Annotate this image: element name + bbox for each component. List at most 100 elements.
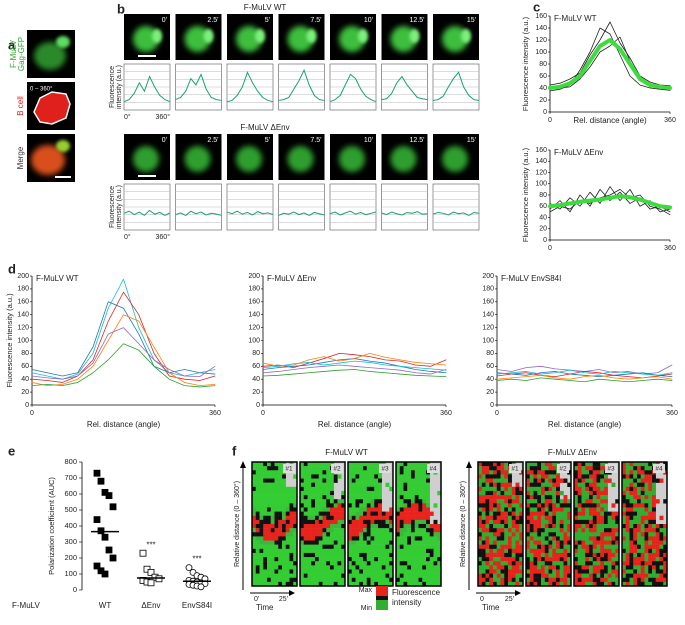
kymograph-cell bbox=[659, 573, 664, 578]
kymograph-cell bbox=[592, 490, 597, 496]
kymograph-cell bbox=[378, 482, 382, 487]
kymograph-frame bbox=[347, 461, 394, 587]
kymograph-cell bbox=[655, 478, 660, 483]
kymograph-cell bbox=[366, 499, 371, 504]
line-series bbox=[549, 36, 671, 90]
chart-title: F-MuLV ΔEnv bbox=[267, 274, 316, 283]
kymograph-cell bbox=[315, 515, 319, 521]
colorbar-max bbox=[376, 586, 388, 598]
kymograph-cell bbox=[607, 552, 612, 558]
kymograph-cell bbox=[366, 495, 371, 500]
kymograph-cell bbox=[600, 569, 605, 574]
label: Fluorescence bbox=[392, 588, 441, 597]
kymograph-cell bbox=[563, 515, 568, 521]
kymograph-cell bbox=[348, 511, 352, 516]
kymograph-cell bbox=[637, 515, 641, 521]
kymograph-cell bbox=[567, 569, 572, 574]
kymograph-cell bbox=[515, 503, 520, 508]
kymograph-cell bbox=[289, 573, 294, 578]
kymograph-cell bbox=[418, 470, 423, 475]
kymograph-cell bbox=[552, 528, 557, 533]
kymograph-cell bbox=[274, 503, 279, 508]
kymograph-cell bbox=[622, 490, 626, 496]
kymograph-cell bbox=[403, 482, 408, 487]
kymograph-cell bbox=[577, 532, 582, 537]
kymograph-cell bbox=[511, 569, 516, 574]
kymograph-cell bbox=[640, 577, 645, 583]
kymograph-cell bbox=[640, 524, 645, 529]
kymograph-cell bbox=[556, 515, 560, 521]
kymograph-cell bbox=[414, 486, 419, 492]
kymograph-cell bbox=[592, 544, 597, 549]
time-label: 25' bbox=[505, 596, 514, 603]
kymograph-cell bbox=[563, 569, 568, 574]
kymograph-cell bbox=[322, 524, 327, 529]
kymograph-cell bbox=[515, 490, 520, 496]
kymograph-cell bbox=[315, 569, 319, 574]
kymograph-cell bbox=[577, 540, 582, 545]
kymograph-cell bbox=[267, 544, 271, 549]
kymograph-cell bbox=[348, 486, 352, 492]
kymograph-cell bbox=[370, 573, 375, 578]
kymograph-cell bbox=[592, 470, 597, 475]
kymograph-cell bbox=[407, 524, 412, 529]
kymograph-cell bbox=[663, 557, 668, 562]
kymograph-cell bbox=[307, 503, 312, 508]
kymograph-cell bbox=[615, 565, 620, 570]
kymograph-cell bbox=[589, 577, 593, 583]
line-series bbox=[262, 352, 447, 368]
kymograph-cell bbox=[496, 474, 501, 479]
kymograph-cell bbox=[359, 503, 364, 508]
kymograph-cell bbox=[318, 499, 323, 504]
kymograph-cell bbox=[270, 552, 275, 558]
kymograph-cell bbox=[567, 511, 572, 516]
kymograph-cell bbox=[589, 503, 593, 508]
kymograph-cell bbox=[559, 478, 564, 483]
kymograph-cell bbox=[600, 466, 605, 471]
kymograph-cell bbox=[318, 490, 323, 496]
kymograph-cell bbox=[648, 528, 653, 533]
kymograph-cell bbox=[355, 540, 360, 545]
kymograph-cell bbox=[478, 577, 482, 583]
kymograph-cell bbox=[611, 524, 616, 529]
kymograph-cell bbox=[252, 532, 256, 537]
kymograph-cell bbox=[548, 557, 553, 562]
kymograph-cell bbox=[548, 499, 553, 504]
kymograph-cell bbox=[326, 482, 331, 487]
kymograph-cell bbox=[378, 577, 382, 583]
kymograph-cell bbox=[496, 524, 501, 529]
kymograph-cell bbox=[418, 581, 423, 587]
kymograph-cell bbox=[414, 470, 419, 475]
kymograph-cell bbox=[600, 524, 605, 529]
kymograph-cell bbox=[399, 561, 404, 566]
kymograph-cell bbox=[611, 515, 616, 521]
kymograph-cell bbox=[640, 515, 645, 521]
kymograph-cell bbox=[478, 507, 482, 512]
kymograph-cell bbox=[274, 544, 279, 549]
kymograph-cell bbox=[366, 544, 371, 549]
kymograph-cell bbox=[600, 581, 605, 587]
data-point bbox=[155, 575, 163, 583]
kymograph-cell bbox=[422, 552, 427, 558]
kymograph-cell bbox=[303, 482, 308, 487]
kymograph-cell bbox=[493, 486, 497, 492]
kymograph-cell bbox=[663, 573, 668, 578]
kymograph-cell bbox=[478, 540, 482, 545]
kymograph-cell bbox=[552, 515, 557, 521]
kymograph-cell bbox=[255, 536, 260, 541]
kymograph-cell bbox=[556, 486, 560, 492]
kymograph-cell bbox=[559, 569, 564, 574]
kymograph-cell bbox=[403, 474, 408, 479]
kymograph-cell bbox=[504, 577, 509, 583]
kymograph-cell bbox=[625, 519, 630, 525]
kymograph-cell bbox=[396, 495, 400, 500]
kymograph-cell bbox=[596, 532, 601, 537]
kymograph-cell bbox=[577, 536, 582, 541]
kymograph-cell bbox=[633, 462, 638, 467]
kymograph-cell bbox=[270, 519, 275, 525]
kymograph-cell bbox=[252, 565, 256, 570]
kymograph-cell bbox=[526, 519, 530, 525]
kymograph-cell bbox=[366, 474, 371, 479]
kymograph-cell bbox=[396, 470, 400, 475]
y-axis-label: Relative distance (0 – 360°) bbox=[233, 481, 241, 567]
